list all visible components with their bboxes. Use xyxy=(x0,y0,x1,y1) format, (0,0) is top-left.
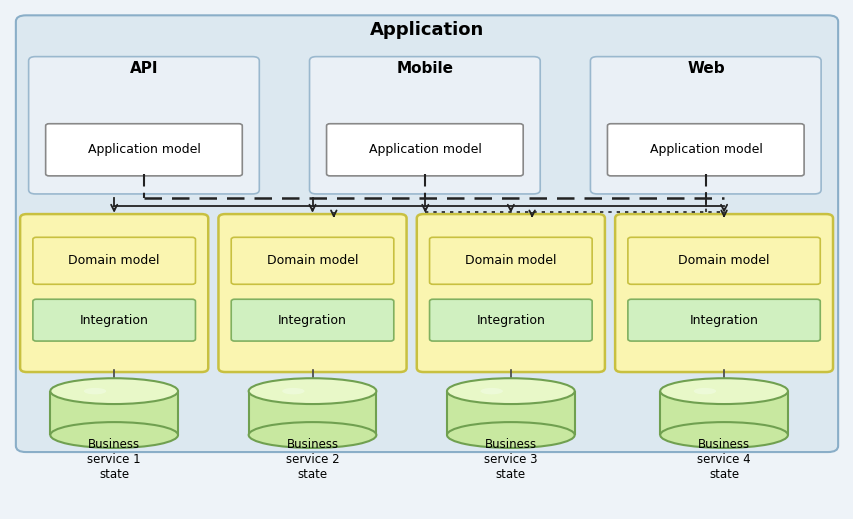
Text: Application model: Application model xyxy=(649,143,762,156)
Ellipse shape xyxy=(659,422,787,448)
FancyBboxPatch shape xyxy=(231,237,393,284)
FancyBboxPatch shape xyxy=(627,299,819,341)
Text: Integration: Integration xyxy=(476,313,545,326)
Text: Application model: Application model xyxy=(368,143,481,156)
Text: Business
service 4
state: Business service 4 state xyxy=(696,438,750,481)
Ellipse shape xyxy=(84,388,106,394)
Text: Integration: Integration xyxy=(278,313,346,326)
Ellipse shape xyxy=(281,388,305,394)
Bar xyxy=(446,391,574,435)
Text: Business
service 1
state: Business service 1 state xyxy=(87,438,141,481)
FancyBboxPatch shape xyxy=(231,299,393,341)
Ellipse shape xyxy=(693,388,716,394)
Bar xyxy=(659,391,787,435)
Text: Business
service 2
state: Business service 2 state xyxy=(286,438,339,481)
FancyBboxPatch shape xyxy=(16,16,837,452)
Ellipse shape xyxy=(480,388,502,394)
FancyBboxPatch shape xyxy=(326,124,523,176)
Text: Application: Application xyxy=(369,21,484,39)
Text: Domain model: Domain model xyxy=(465,254,556,267)
FancyBboxPatch shape xyxy=(33,237,195,284)
Text: Mobile: Mobile xyxy=(397,61,453,76)
Text: API: API xyxy=(130,61,159,76)
Text: Application model: Application model xyxy=(88,143,200,156)
FancyBboxPatch shape xyxy=(416,214,604,372)
Text: Domain model: Domain model xyxy=(68,254,160,267)
Text: Domain model: Domain model xyxy=(677,254,769,267)
FancyBboxPatch shape xyxy=(33,299,195,341)
Ellipse shape xyxy=(248,422,376,448)
Text: Integration: Integration xyxy=(689,313,757,326)
Bar xyxy=(248,391,376,435)
Ellipse shape xyxy=(50,422,177,448)
FancyBboxPatch shape xyxy=(606,124,804,176)
Ellipse shape xyxy=(446,378,574,404)
Ellipse shape xyxy=(248,378,376,404)
Text: Domain model: Domain model xyxy=(266,254,358,267)
Ellipse shape xyxy=(50,378,177,404)
Text: Business
service 3
state: Business service 3 state xyxy=(484,438,537,481)
Ellipse shape xyxy=(659,378,787,404)
Ellipse shape xyxy=(446,422,574,448)
FancyBboxPatch shape xyxy=(45,124,242,176)
FancyBboxPatch shape xyxy=(614,214,832,372)
Text: Integration: Integration xyxy=(79,313,148,326)
FancyBboxPatch shape xyxy=(627,237,819,284)
FancyBboxPatch shape xyxy=(309,57,540,194)
FancyBboxPatch shape xyxy=(20,214,208,372)
FancyBboxPatch shape xyxy=(218,214,406,372)
FancyBboxPatch shape xyxy=(589,57,820,194)
Text: Web: Web xyxy=(687,61,724,76)
Bar xyxy=(50,391,177,435)
FancyBboxPatch shape xyxy=(429,237,591,284)
FancyBboxPatch shape xyxy=(429,299,591,341)
FancyBboxPatch shape xyxy=(29,57,259,194)
